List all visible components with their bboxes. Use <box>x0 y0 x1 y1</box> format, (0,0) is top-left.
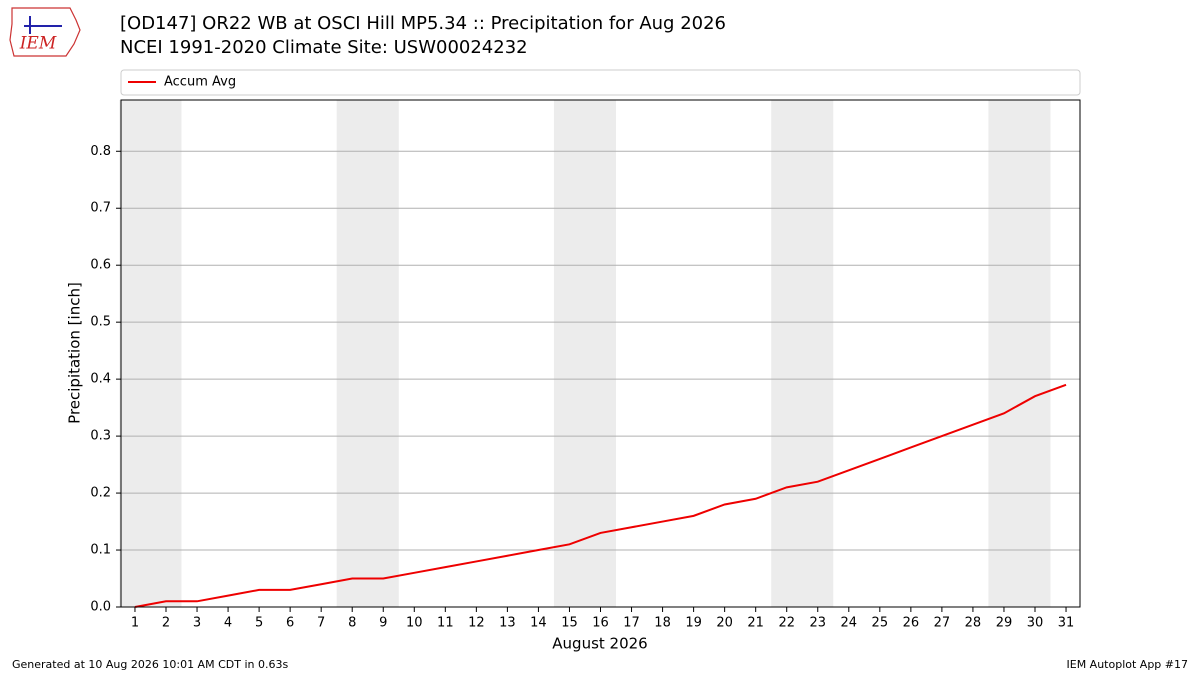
x-tick-label: 22 <box>778 616 795 631</box>
weekend-shade <box>336 100 399 607</box>
x-tick-label: 10 <box>406 616 423 631</box>
weekend-shade <box>553 100 617 607</box>
y-axis-label: Precipitation [inch] <box>66 282 84 424</box>
weekend-shade <box>119 100 182 607</box>
footer-left: Generated at 10 Aug 2026 10:01 AM CDT in… <box>12 658 288 671</box>
x-tick-label: 27 <box>934 616 951 631</box>
weekend-shade <box>771 100 834 607</box>
x-tick-label: 21 <box>747 616 764 631</box>
y-tick-label: 0.0 <box>90 600 111 615</box>
x-tick-label: 24 <box>841 616 858 631</box>
x-tick-label: 30 <box>1027 616 1044 631</box>
x-tick-label: 1 <box>131 616 139 631</box>
y-tick-label: 0.4 <box>90 372 111 387</box>
x-tick-label: 3 <box>193 616 201 631</box>
x-tick-label: 28 <box>965 616 982 631</box>
x-tick-label: 16 <box>592 616 609 631</box>
x-tick-label: 23 <box>809 616 826 631</box>
y-tick-label: 0.8 <box>90 144 111 159</box>
plot-frame <box>120 99 1081 608</box>
y-tick-label: 0.7 <box>90 201 111 216</box>
x-tick-label: 4 <box>224 616 232 631</box>
legend-box <box>120 69 1081 96</box>
y-tick-label: 0.5 <box>90 315 111 330</box>
x-tick-label: 12 <box>468 616 485 631</box>
weekend-shade <box>988 100 1051 607</box>
x-tick-label: 25 <box>872 616 889 631</box>
x-tick-label: 19 <box>685 616 702 631</box>
legend-label: Accum Avg <box>164 75 236 90</box>
y-tick-label: 0.2 <box>90 486 111 501</box>
x-tick-label: 17 <box>623 616 640 631</box>
chart-title: [OD147] OR22 WB at OSCI Hill MP5.34 :: P… <box>120 13 726 34</box>
x-tick-label: 6 <box>286 616 294 631</box>
x-tick-label: 5 <box>255 616 263 631</box>
x-tick-label: 26 <box>903 616 920 631</box>
x-tick-label: 7 <box>317 616 325 631</box>
x-tick-label: 11 <box>437 616 454 631</box>
logo-text: IEM <box>19 34 57 54</box>
x-tick-label: 29 <box>996 616 1013 631</box>
x-axis-label: August 2026 <box>552 635 647 653</box>
x-tick-label: 18 <box>654 616 671 631</box>
footer-right: IEM Autoplot App #17 <box>1067 658 1189 671</box>
x-tick-label: 9 <box>379 616 387 631</box>
x-tick-label: 8 <box>348 616 356 631</box>
x-tick-label: 31 <box>1058 616 1075 631</box>
x-tick-label: 2 <box>162 616 170 631</box>
y-tick-label: 0.1 <box>90 543 111 558</box>
x-tick-label: 13 <box>499 616 516 631</box>
chart-subtitle: NCEI 1991-2020 Climate Site: USW00024232 <box>120 37 528 58</box>
x-tick-label: 20 <box>716 616 733 631</box>
x-tick-label: 14 <box>530 616 547 631</box>
data-line <box>134 383 1067 608</box>
logo: IEM <box>9 7 81 57</box>
y-tick-label: 0.6 <box>90 258 111 273</box>
y-tick-label: 0.3 <box>90 429 111 444</box>
x-tick-label: 15 <box>561 616 578 631</box>
